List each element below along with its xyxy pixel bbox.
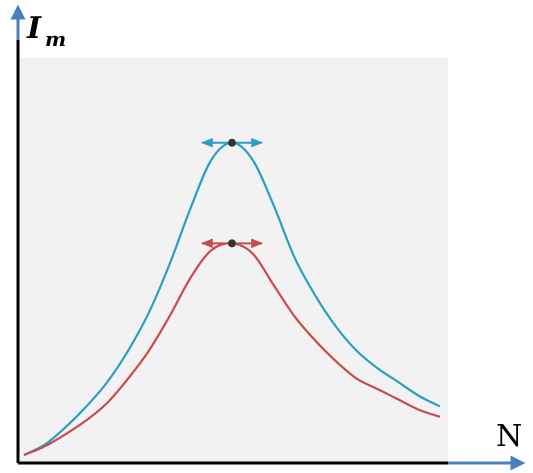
y-axis-label: I (26, 11, 42, 46)
peak-point-1 (228, 138, 236, 147)
x-axis-label: N (496, 419, 522, 454)
peak-point-2 (228, 239, 236, 248)
series-layer (23, 137, 441, 457)
plot-background (18, 58, 448, 463)
y-axis-label-subscript: m (45, 27, 66, 51)
